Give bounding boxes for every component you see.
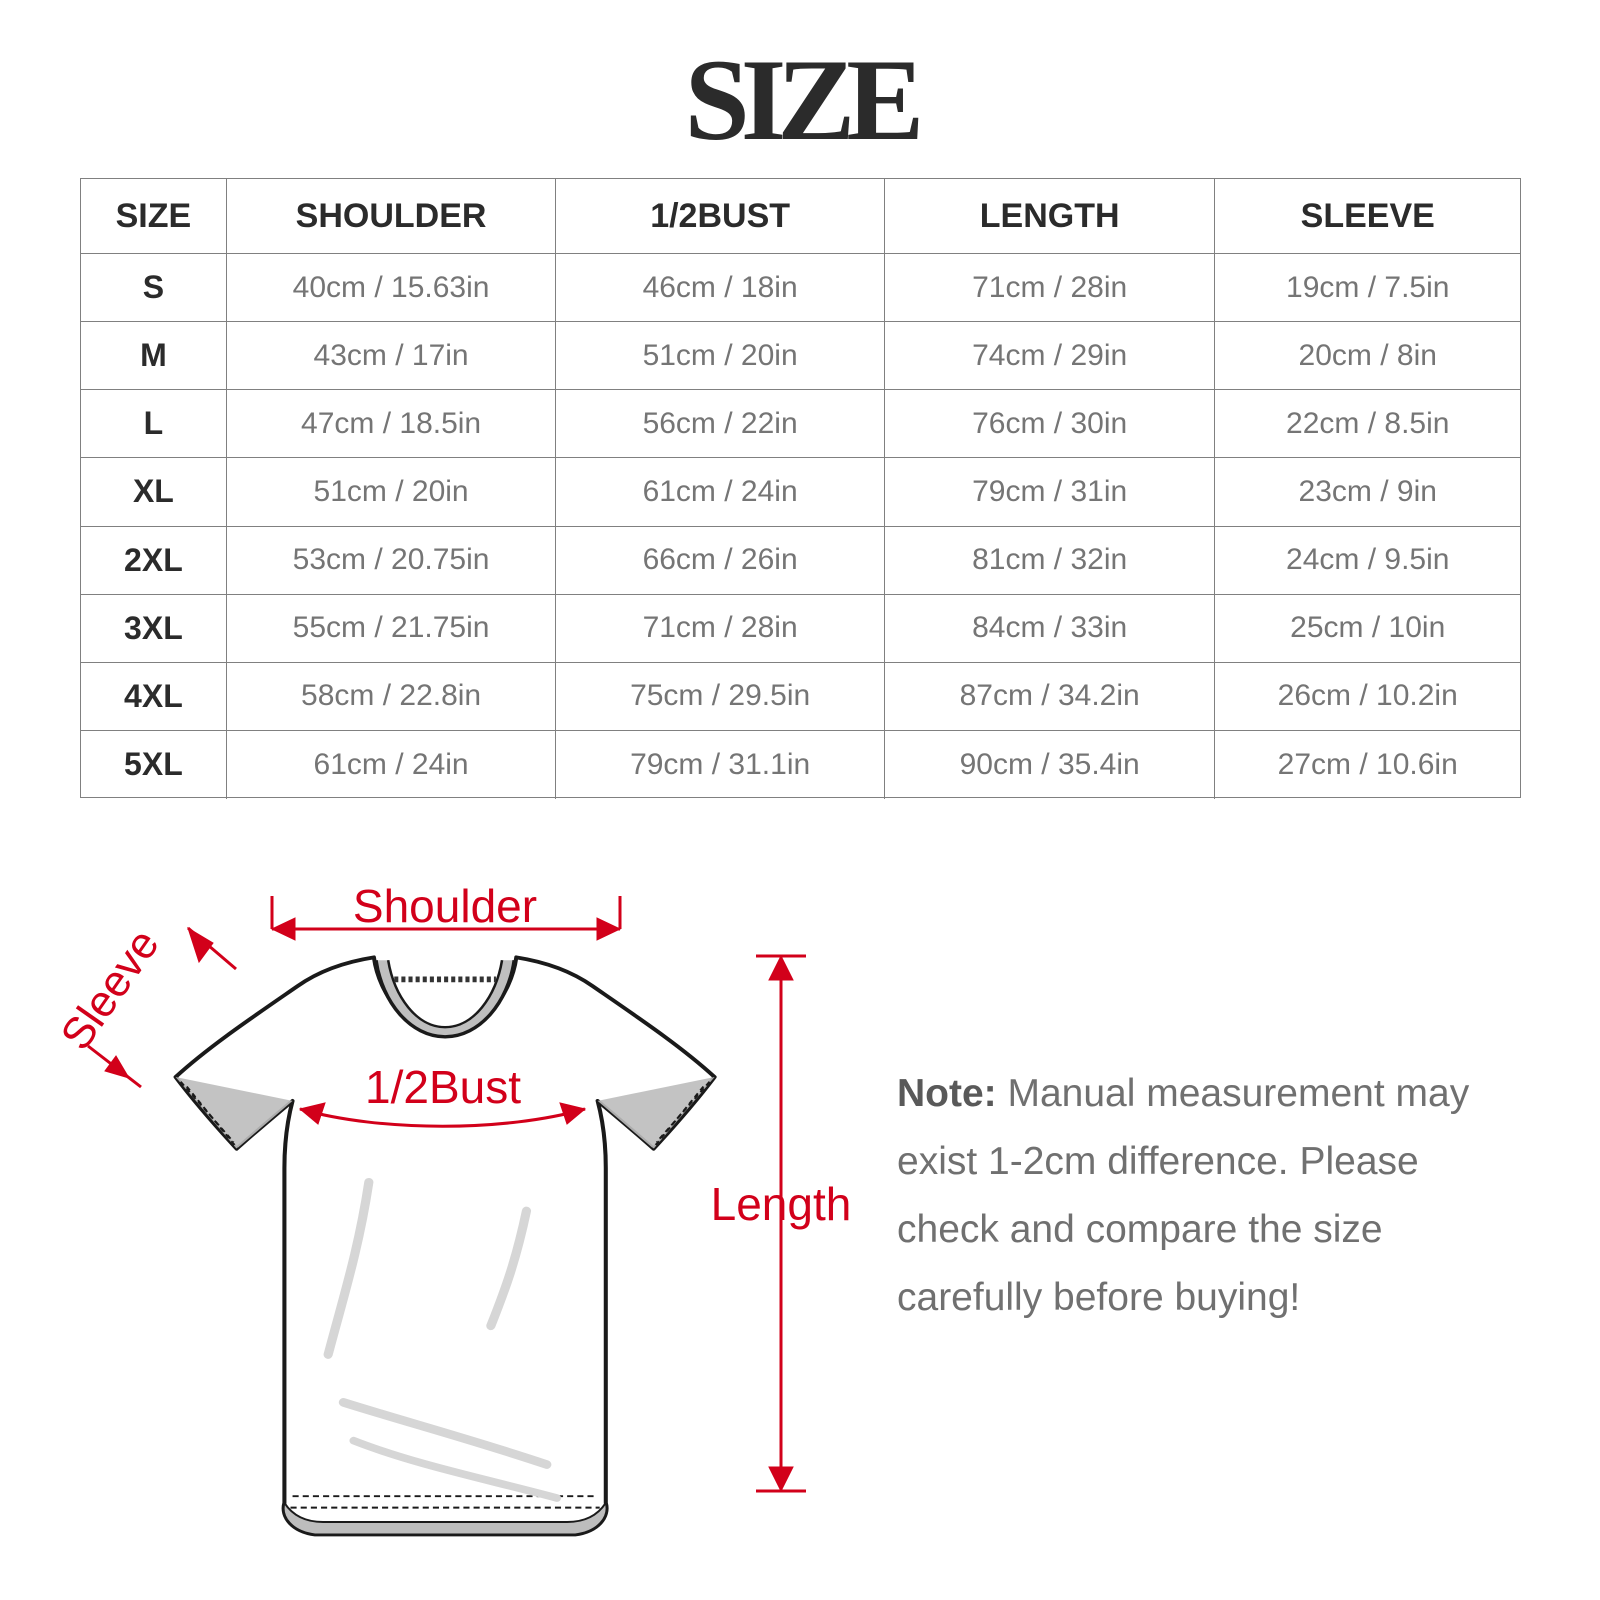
svg-text:Length: Length bbox=[711, 1178, 852, 1230]
svg-text:1/2Bust: 1/2Bust bbox=[365, 1061, 521, 1113]
svg-text:Sleeve: Sleeve bbox=[51, 921, 168, 1059]
svg-text:Shoulder: Shoulder bbox=[353, 880, 537, 932]
